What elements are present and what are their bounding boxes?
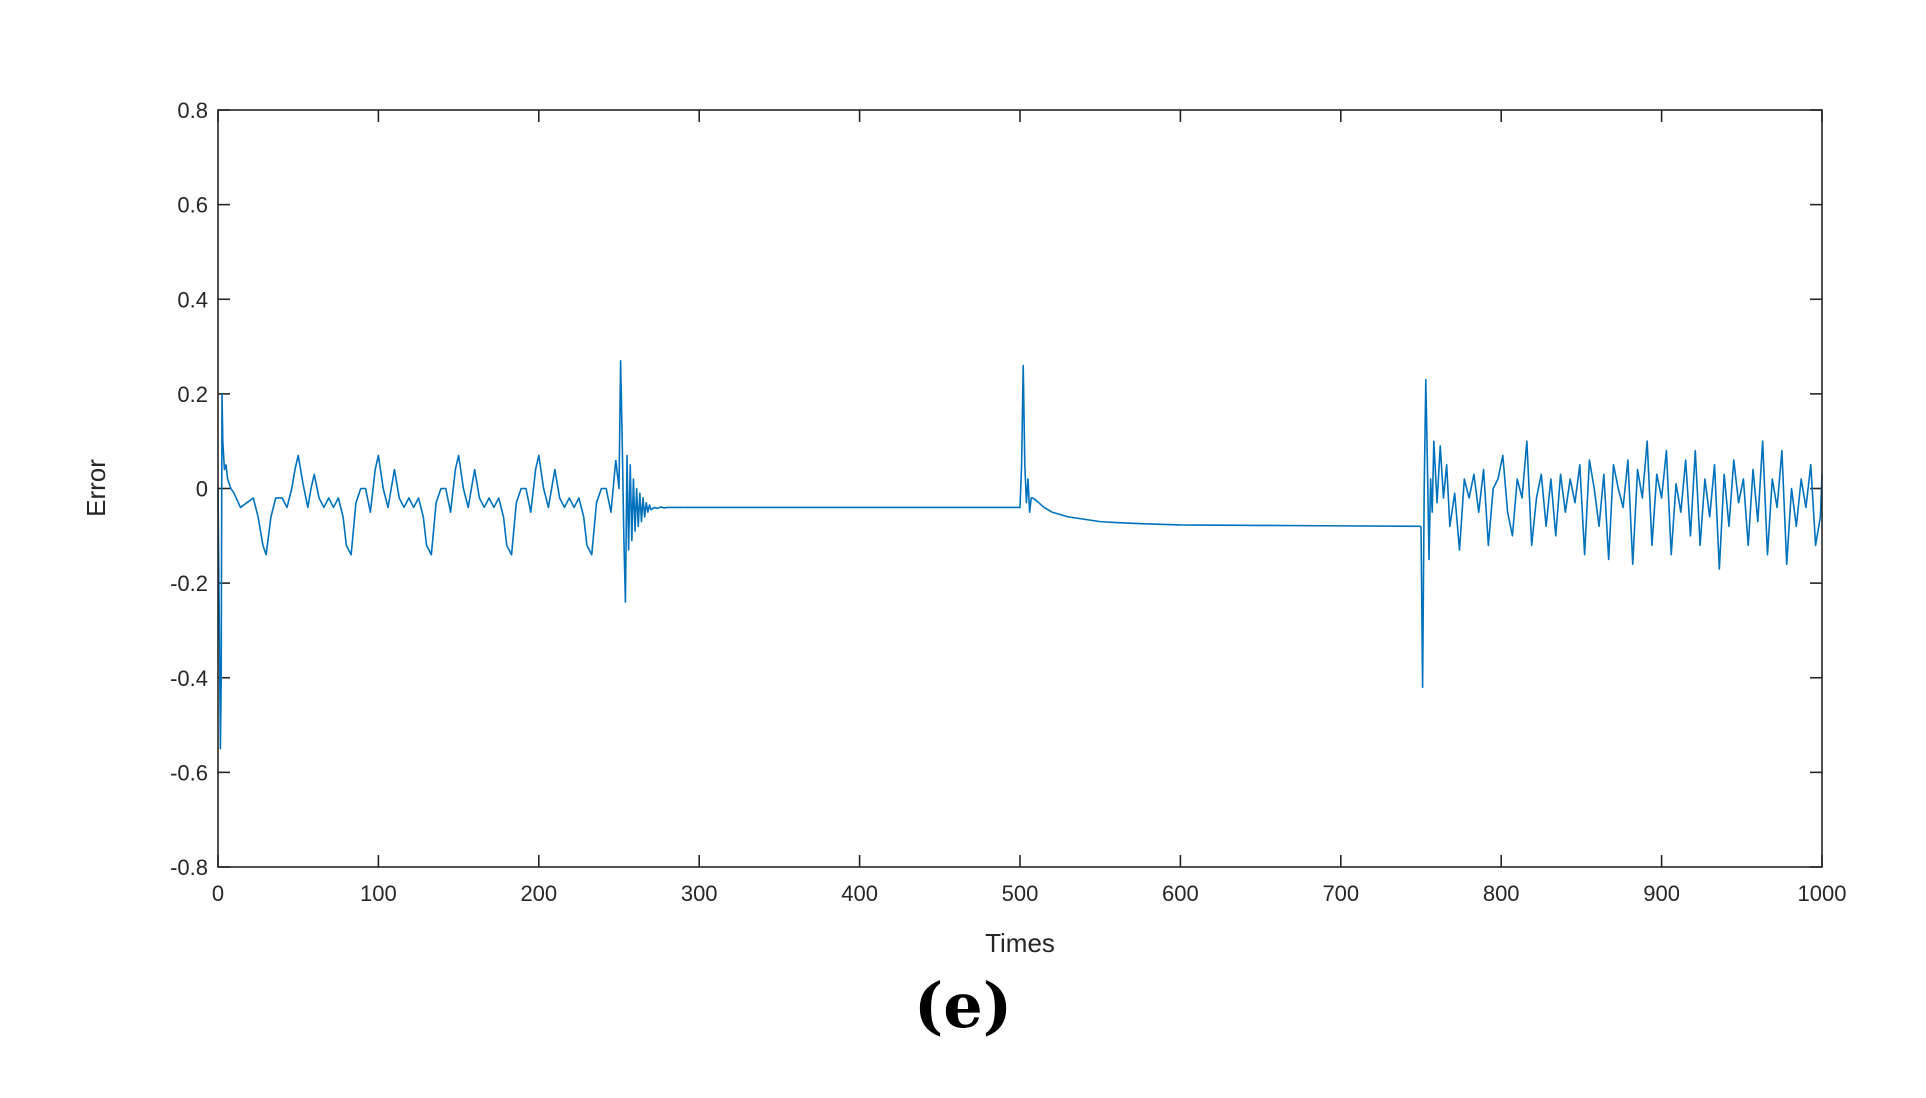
x-tick-label: 100 bbox=[360, 881, 397, 906]
error-series-line bbox=[217, 393, 617, 750]
x-tick-label: 300 bbox=[681, 881, 718, 906]
plot-frame bbox=[217, 109, 1823, 868]
error-series-line bbox=[1420, 378, 1823, 689]
y-tick-label: 0.8 bbox=[177, 98, 208, 123]
error-series-line bbox=[614, 359, 684, 603]
x-tick-label: 700 bbox=[1322, 881, 1359, 906]
y-tick-label: -0.6 bbox=[170, 760, 208, 785]
x-tick-label: 500 bbox=[1002, 881, 1039, 906]
error-series-line bbox=[683, 364, 1422, 528]
y-tick-label: -0.4 bbox=[170, 666, 208, 691]
y-tick-label: -0.8 bbox=[170, 855, 208, 880]
y-tick-label: 0 bbox=[196, 477, 208, 502]
x-tick-labels: 0 100 200 300 400 500 600 700 800 900 1000 bbox=[212, 881, 1847, 906]
y-tick-label: 0.6 bbox=[177, 193, 208, 218]
x-tick-label: 200 bbox=[520, 881, 557, 906]
x-tick-label: 900 bbox=[1643, 881, 1680, 906]
x-axis-label: Times bbox=[985, 928, 1055, 958]
y-tick-labels: -0.8 -0.6 -0.4 -0.2 0 0.2 0.4 0.6 0.8 bbox=[170, 98, 208, 880]
y-axis-label: Error bbox=[81, 459, 111, 517]
x-tick-label: 1000 bbox=[1798, 881, 1847, 906]
y-tick-label: 0.2 bbox=[177, 382, 208, 407]
series-layer bbox=[217, 359, 1823, 750]
x-tick-label: 400 bbox=[841, 881, 878, 906]
x-tick-label: 600 bbox=[1162, 881, 1199, 906]
panel-label: (e) bbox=[913, 969, 1013, 1042]
x-tick-label: 0 bbox=[212, 881, 224, 906]
y-tick-label: -0.2 bbox=[170, 571, 208, 596]
y-tick-label: 0.4 bbox=[177, 287, 208, 312]
x-tick-label: 800 bbox=[1483, 881, 1520, 906]
